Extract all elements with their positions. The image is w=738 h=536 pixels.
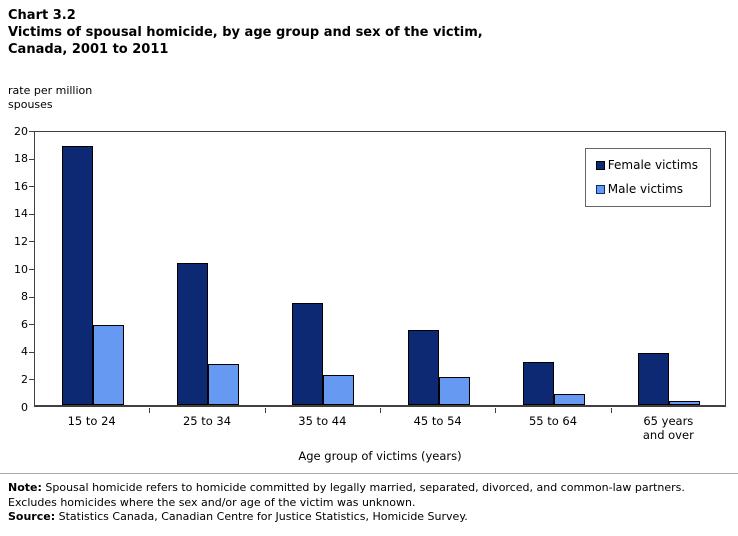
- x-category-label: 45 to 54: [413, 414, 462, 428]
- bar-female-0: [61, 146, 93, 405]
- y-tick-label: 16: [14, 179, 28, 193]
- source-line: Source: Statistics Canada, Canadian Cent…: [8, 510, 734, 525]
- male-series-swatch: [595, 184, 605, 194]
- y-axis-unit-label: rate per million spouses: [8, 84, 93, 112]
- bar-male-4: [554, 394, 585, 405]
- x-tick-mark: [495, 408, 497, 413]
- y-tick-label: 8: [21, 290, 28, 304]
- plot-area: Female victims Male victims: [34, 131, 726, 407]
- y-tick-label: 10: [14, 262, 28, 276]
- note-label: Note:: [8, 481, 42, 494]
- legend-item-male: Male victims: [595, 182, 698, 196]
- x-tick-mark: [264, 408, 266, 413]
- female-series-swatch: [595, 160, 605, 170]
- bar-female-5: [638, 353, 670, 405]
- x-category-label: 15 to 24: [67, 414, 116, 428]
- legend: Female victims Male victims: [584, 148, 711, 207]
- x-axis-title: Age group of victims (years): [298, 449, 462, 463]
- y-tick-mark: [29, 351, 34, 353]
- y-tick-mark: [29, 213, 34, 215]
- bar-male-5: [669, 401, 701, 405]
- y-tick-mark: [29, 241, 34, 243]
- source-label: Source:: [8, 510, 56, 524]
- y-tick-mark: [29, 296, 34, 298]
- y-tick-label: 18: [14, 152, 28, 166]
- x-tick-mark: [380, 408, 381, 413]
- footnotes: Note: Spousal homicide refers to homicid…: [8, 481, 734, 525]
- y-tick-label: 2: [21, 372, 28, 386]
- bar-female-2: [292, 303, 324, 405]
- y-tick-mark: [29, 131, 34, 132]
- bar-male-0: [92, 325, 124, 405]
- source-text: Statistics Canada, Canadian Centre for J…: [55, 510, 468, 524]
- legend-label-male: Male victims: [607, 182, 684, 196]
- x-tick-mark: [610, 408, 612, 413]
- chart-number: Chart 3.2: [8, 8, 76, 23]
- y-tick-mark: [29, 158, 34, 160]
- footer-divider: [0, 473, 738, 474]
- note-line: Note: Spousal homicide refers to homicid…: [8, 481, 734, 510]
- bar-female-4: [523, 362, 554, 405]
- legend-label-female: Female victims: [607, 158, 698, 172]
- y-tick-mark: [29, 324, 34, 326]
- x-category-label: 65 years and over: [642, 414, 694, 443]
- x-category-label: 55 to 64: [528, 414, 578, 428]
- bar-male-1: [208, 364, 239, 405]
- x-category-label: 35 to 44: [298, 414, 347, 428]
- bar-female-1: [177, 263, 208, 405]
- x-tick-mark: [149, 408, 151, 413]
- y-tick-label: 12: [14, 234, 28, 248]
- bar-male-2: [323, 375, 355, 405]
- y-tick-mark: [29, 379, 34, 381]
- y-tick-label: 14: [14, 207, 28, 221]
- chart-header: Chart 3.2 Victims of spousal homicide, b…: [8, 8, 568, 59]
- bar-male-3: [438, 377, 470, 405]
- bar-female-3: [407, 330, 439, 405]
- y-tick-mark: [29, 186, 34, 188]
- y-tick-mark: [29, 269, 34, 270]
- y-tick-label: 20: [14, 124, 28, 138]
- note-text: Spousal homicide refers to homicide comm…: [8, 481, 685, 509]
- chart-title: Victims of spousal homicide, by age grou…: [8, 24, 483, 57]
- y-tick-label: 6: [21, 317, 28, 331]
- y-tick-label: 0: [21, 400, 28, 414]
- legend-item-female: Female victims: [595, 158, 698, 172]
- y-tick-label: 4: [21, 345, 28, 359]
- x-category-label: 25 to 34: [182, 414, 232, 428]
